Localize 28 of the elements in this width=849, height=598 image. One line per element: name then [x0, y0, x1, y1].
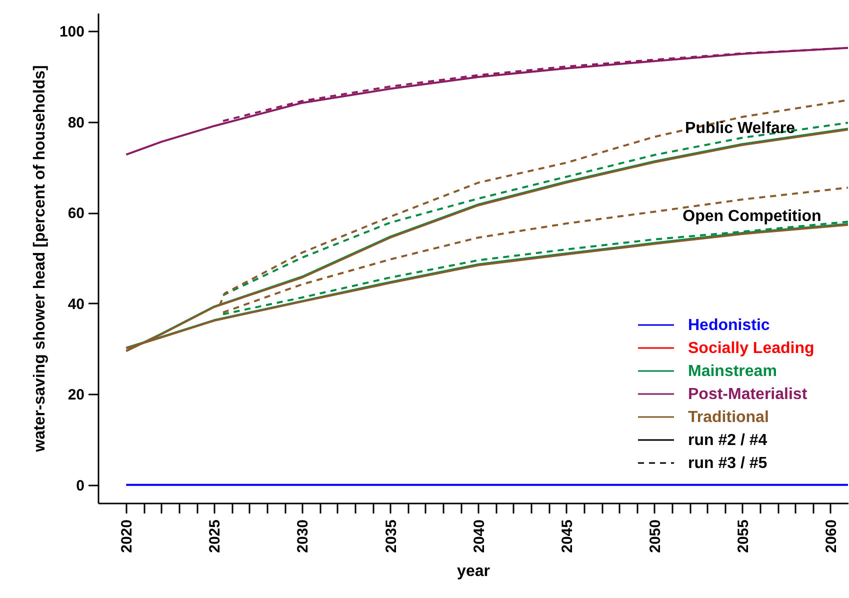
y-tick-label: 20	[68, 386, 84, 404]
legend-label: Hedonistic	[688, 317, 770, 334]
y-tick-label: 0	[76, 477, 84, 494]
legend-label: Mainstream	[688, 363, 777, 380]
x-tick-label: 2055	[734, 520, 752, 553]
x-tick-label: 2060	[822, 520, 840, 553]
y-tick-label: 80	[68, 114, 84, 132]
annotation: Public Welfare	[685, 120, 796, 137]
x-tick-label: 2025	[206, 520, 224, 553]
legend-label: Post-Materialist	[688, 386, 808, 403]
y-tick-label: 40	[68, 296, 84, 313]
x-tick-label: 2045	[558, 520, 576, 553]
y-axis-title: water-saving shower head [percent of households]	[31, 65, 48, 453]
legend-label: run #3 / #5	[688, 455, 768, 472]
x-tick-label: 2035	[382, 520, 400, 553]
y-tick-label: 60	[68, 205, 84, 222]
x-tick-label: 2040	[470, 520, 488, 553]
annotation: Open Competition	[682, 208, 822, 225]
x-axis-title: year	[457, 562, 490, 580]
legend-label: Traditional	[688, 409, 769, 426]
x-tick-label: 2030	[294, 520, 312, 553]
legend-label: Socially Leading	[688, 340, 814, 357]
x-tick-label: 2050	[646, 520, 664, 553]
line-series	[222, 186, 848, 314]
x-tick-label: 2020	[118, 520, 136, 553]
legend-label: run #2 / #4	[688, 432, 768, 449]
y-tick-label: 100	[59, 24, 84, 41]
line-series	[222, 122, 848, 296]
